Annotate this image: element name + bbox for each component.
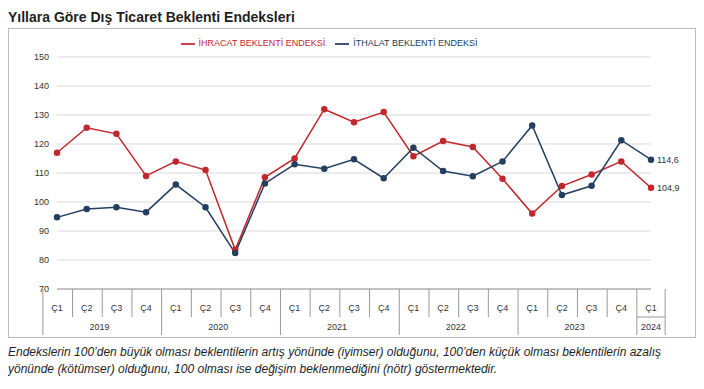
svg-text:Ç2: Ç2 (319, 303, 331, 313)
svg-text:Ç1: Ç1 (51, 303, 63, 313)
html-text:İHRACAT BEKLENTİ ENDEKSİ: İHRACAT BEKLENTİ ENDEKSİ (198, 38, 326, 49)
html-text:İTHALAT BEKLENTİ ENDEKSİ: İTHALAT BEKLENTİ ENDEKSİ (353, 38, 478, 49)
svg-text:130: 130 (34, 110, 49, 120)
svg-text:100: 100 (34, 197, 49, 207)
svg-text:Ç4: Ç4 (259, 303, 271, 313)
svg-text:Ç4: Ç4 (497, 303, 509, 313)
svg-text:Ç1: Ç1 (645, 303, 657, 313)
svg-text:Ç3: Ç3 (586, 303, 598, 313)
svg-text:150: 150 (34, 52, 49, 62)
html-text:Yıllara Göre Dış Ticaret Bekle: Yıllara Göre Dış Ticaret Beklenti Endeks… (8, 9, 295, 25)
svg-text:2024: 2024 (641, 322, 661, 332)
html-text:Endekslerin 100’den büyük olma: Endekslerin 100’den büyük olması beklent… (8, 345, 661, 376)
svg-text:Ç2: Ç2 (437, 303, 449, 313)
svg-text:80: 80 (39, 255, 49, 265)
svg-text:Ç1: Ç1 (289, 303, 301, 313)
svg-text:Ç2: Ç2 (81, 303, 93, 313)
svg-text:114,6: 114,6 (657, 155, 679, 165)
svg-text:2020: 2020 (208, 322, 228, 332)
svg-text:Ç1: Ç1 (408, 303, 420, 313)
svg-text:2019: 2019 (89, 322, 109, 332)
svg-text:90: 90 (39, 226, 49, 236)
svg-text:Ç1: Ç1 (526, 303, 538, 313)
svg-text:Ç3: Ç3 (467, 303, 479, 313)
svg-text:Ç3: Ç3 (111, 303, 123, 313)
svg-text:Ç3: Ç3 (348, 303, 360, 313)
svg-text:2021: 2021 (327, 322, 347, 332)
svg-text:Ç4: Ç4 (616, 303, 628, 313)
svg-text:140: 140 (34, 81, 49, 91)
svg-text:Ç2: Ç2 (200, 303, 212, 313)
svg-text:Ç2: Ç2 (556, 303, 568, 313)
svg-text:104,9: 104,9 (657, 183, 680, 193)
svg-text:2023: 2023 (565, 322, 585, 332)
svg-text:Ç4: Ç4 (378, 303, 390, 313)
svg-text:2022: 2022 (446, 322, 466, 332)
svg-text:70: 70 (39, 284, 49, 294)
svg-text:Ç1: Ç1 (170, 303, 182, 313)
svg-text:Ç4: Ç4 (140, 303, 152, 313)
svg-text:110: 110 (35, 168, 49, 178)
svg-text:120: 120 (34, 139, 49, 149)
svg-text:Ç3: Ç3 (229, 303, 241, 313)
